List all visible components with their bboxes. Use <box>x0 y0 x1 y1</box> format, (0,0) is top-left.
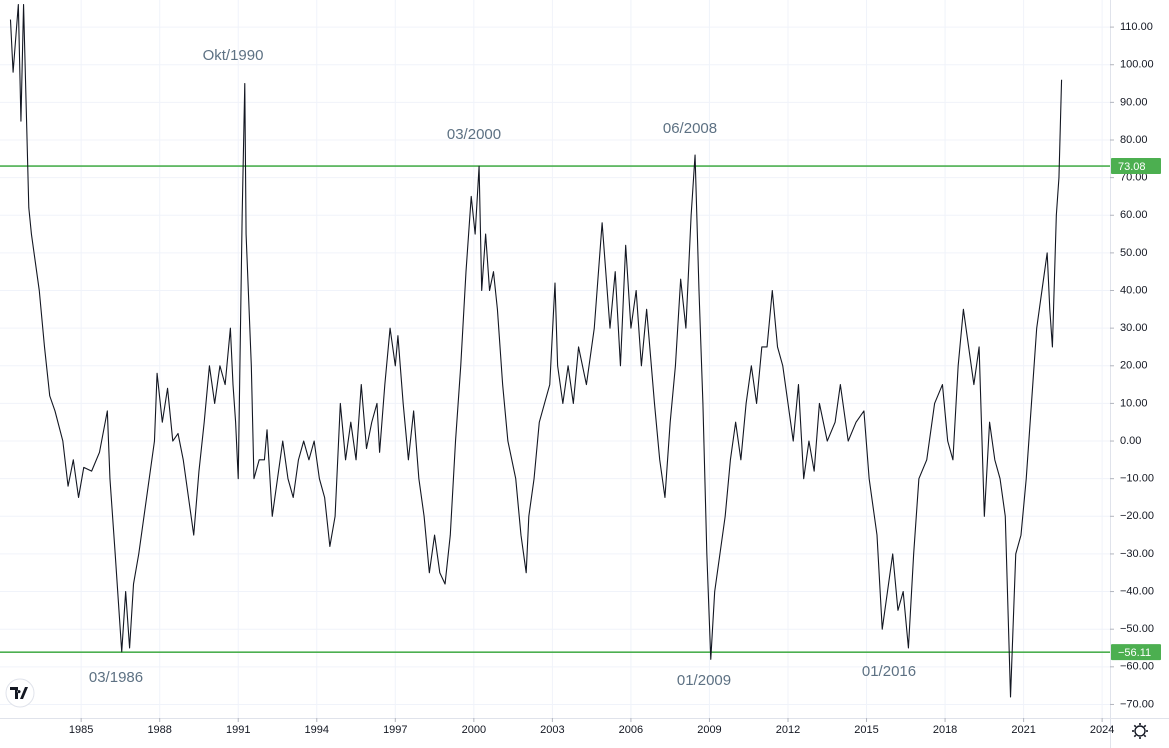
x-tick-label: 1988 <box>147 724 171 736</box>
level-label: 73.08 <box>1118 161 1146 173</box>
x-tick-label: 1994 <box>305 724 329 736</box>
annotation: 01/2016 <box>862 663 916 680</box>
y-tick-label: −50.00 <box>1120 623 1154 635</box>
y-tick-label: 40.00 <box>1120 284 1148 296</box>
logo <box>5 678 35 708</box>
y-tick-label: 0.00 <box>1120 435 1141 447</box>
labels: −70.00 −60.00 −50.00 −40.00 −30.00 −20.00 −10.… <box>69 21 1161 736</box>
y-tick-label: 70.00 <box>1120 172 1148 184</box>
level-label-bg <box>1111 158 1161 175</box>
annotation: 01/2009 <box>677 672 731 689</box>
x-tick-label: 2015 <box>854 724 878 736</box>
y-tick-label: −30.00 <box>1120 548 1154 560</box>
x-tick-label: 2021 <box>1011 724 1035 736</box>
y-tick-label: 60.00 <box>1120 209 1148 221</box>
x-tick-label: 2012 <box>776 724 800 736</box>
settings-button[interactable] <box>1132 723 1148 739</box>
y-tick-label: 110.00 <box>1120 21 1153 33</box>
y-tick-label: 80.00 <box>1120 134 1148 146</box>
level-label-bg <box>1111 644 1161 661</box>
x-tick-label: 1991 <box>226 724 250 736</box>
y-tick-label: 10.00 <box>1120 397 1148 409</box>
data-line <box>9 3 1063 698</box>
y-tick-label: 90.00 <box>1120 96 1148 108</box>
y-tick-label: −70.00 <box>1120 698 1154 710</box>
y-tick-label: 30.00 <box>1120 322 1148 334</box>
x-tick-label: 2006 <box>619 724 643 736</box>
x-tick-label: 2000 <box>462 724 486 736</box>
grid <box>0 0 1110 718</box>
y-tick-label: −40.00 <box>1120 585 1154 597</box>
y-tick-label: −20.00 <box>1120 510 1154 522</box>
y-tick-label: −10.00 <box>1120 473 1154 485</box>
x-tick-label: 1997 <box>383 724 407 736</box>
annotation: 06/2008 <box>663 120 717 137</box>
x-tick-label: 2009 <box>697 724 721 736</box>
y-tick-label: 50.00 <box>1120 247 1148 259</box>
y-tick-label: 20.00 <box>1120 360 1148 372</box>
annotation: 03/1986 <box>89 669 143 686</box>
annotation: 03/2000 <box>447 126 501 143</box>
x-tick-label: 2003 <box>540 724 564 736</box>
y-tick-label: 100.00 <box>1120 59 1154 71</box>
level-label: −56.11 <box>1118 647 1151 659</box>
x-tick-label: 1985 <box>69 724 93 736</box>
annotation: Okt/1990 <box>203 47 264 64</box>
x-tick-label: 2024 <box>1090 724 1114 736</box>
plot-area <box>0 3 1110 698</box>
y-tick-label: −60.00 <box>1120 661 1154 673</box>
x-tick-label: 2018 <box>933 724 957 736</box>
